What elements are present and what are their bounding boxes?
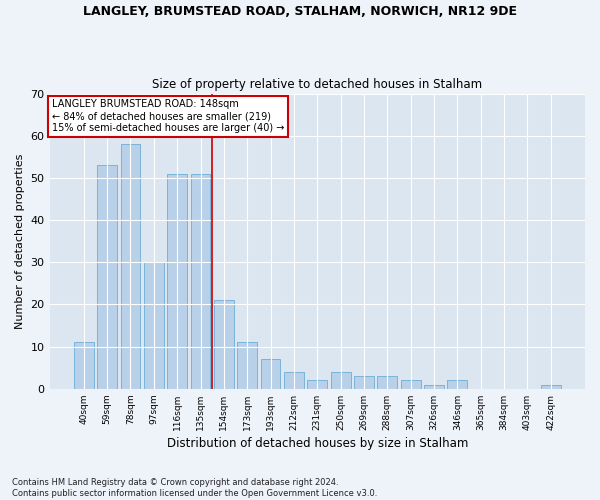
Bar: [238, 342, 257, 389]
Bar: [191, 174, 211, 389]
Bar: [307, 380, 327, 389]
Bar: [448, 380, 467, 389]
Bar: [424, 384, 444, 389]
Bar: [260, 360, 280, 389]
Bar: [284, 372, 304, 389]
Y-axis label: Number of detached properties: Number of detached properties: [15, 154, 25, 329]
Bar: [144, 262, 164, 389]
Bar: [74, 342, 94, 389]
Bar: [121, 144, 140, 389]
Bar: [541, 384, 560, 389]
Text: LANGLEY BRUMSTEAD ROAD: 148sqm
← 84% of detached houses are smaller (219)
15% of: LANGLEY BRUMSTEAD ROAD: 148sqm ← 84% of …: [52, 100, 284, 132]
Bar: [331, 372, 350, 389]
Bar: [167, 174, 187, 389]
Bar: [401, 380, 421, 389]
Bar: [354, 376, 374, 389]
Bar: [97, 166, 117, 389]
X-axis label: Distribution of detached houses by size in Stalham: Distribution of detached houses by size …: [167, 437, 468, 450]
Text: Contains HM Land Registry data © Crown copyright and database right 2024.
Contai: Contains HM Land Registry data © Crown c…: [12, 478, 377, 498]
Bar: [377, 376, 397, 389]
Title: Size of property relative to detached houses in Stalham: Size of property relative to detached ho…: [152, 78, 482, 91]
Text: LANGLEY, BRUMSTEAD ROAD, STALHAM, NORWICH, NR12 9DE: LANGLEY, BRUMSTEAD ROAD, STALHAM, NORWIC…: [83, 5, 517, 18]
Bar: [214, 300, 234, 389]
